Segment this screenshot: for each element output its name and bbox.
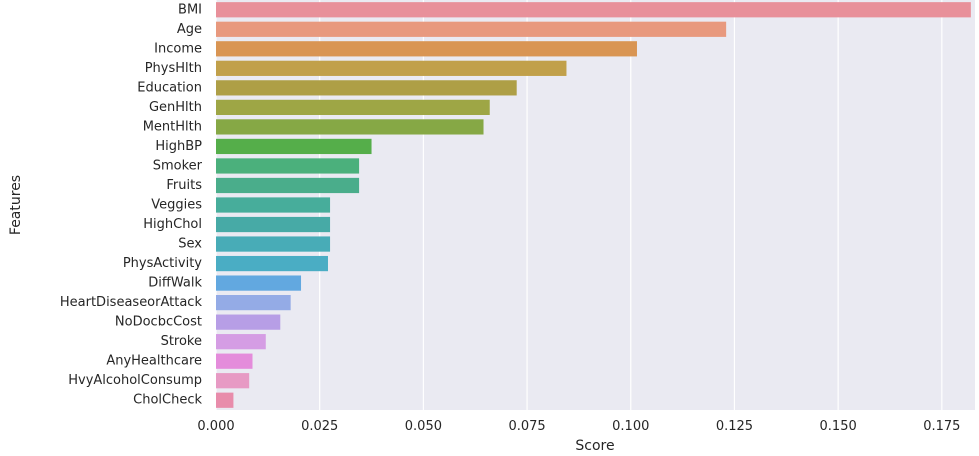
y-tick-label-income: Income xyxy=(154,41,202,56)
y-tick-label-physhlth: PhysHlth xyxy=(145,61,202,76)
bar-highbp xyxy=(216,138,372,155)
y-tick-label-education: Education xyxy=(137,80,202,95)
y-tick-label-sex: Sex xyxy=(178,237,202,252)
bar-diffwalk xyxy=(216,275,302,291)
bar-stroke xyxy=(216,334,266,350)
y-tick-label-veggies: Veggies xyxy=(151,198,202,213)
y-tick-label-anyhealthcare: AnyHealthcare xyxy=(106,354,202,369)
bar-veggies xyxy=(216,197,331,213)
bar-income xyxy=(216,41,637,57)
bar-nodocbccost xyxy=(216,314,281,330)
y-tick-label-highbp: HighBP xyxy=(155,139,202,154)
y-tick-label-physactivity: PhysActivity xyxy=(123,256,202,271)
x-tick-label: 0.050 xyxy=(405,419,442,434)
bar-highchol xyxy=(216,216,331,233)
x-tick-label: 0.075 xyxy=(508,419,545,434)
bar-cholcheck xyxy=(216,392,234,408)
x-tick-label: 0.000 xyxy=(197,419,234,434)
y-tick-label-hvyalcoholconsump: HvyAlcoholConsump xyxy=(68,373,202,388)
y-tick-label-nodocbccost: NoDocbcCost xyxy=(115,315,202,330)
bar-smoker xyxy=(216,158,360,174)
y-axis-title: Features xyxy=(8,175,24,235)
y-tick-label-heartdiseaseorattack: HeartDiseaseorAttack xyxy=(60,295,203,310)
bar-hvyalcoholconsump xyxy=(216,373,250,389)
bar-menthlth xyxy=(216,119,484,135)
x-axis-title: Score xyxy=(575,438,614,454)
y-tick-label-stroke: Stroke xyxy=(161,334,202,349)
bar-age xyxy=(216,21,727,37)
y-tick-label-age: Age xyxy=(177,22,202,37)
y-tick-labels: BMI Age Income PhysHlth Education GenHlth Ment… xyxy=(60,2,203,407)
bar-fruits xyxy=(216,177,360,194)
bar-genhlth xyxy=(216,99,490,115)
x-tick-label: 0.175 xyxy=(923,419,960,434)
y-tick-label-fruits: Fruits xyxy=(166,178,202,193)
y-tick-label-diffwalk: DiffWalk xyxy=(148,276,202,291)
bar-bmi xyxy=(216,2,971,18)
y-tick-label-genhlth: GenHlth xyxy=(149,100,202,115)
x-tick-label: 0.150 xyxy=(820,419,857,434)
bar-heartdiseaseorattack xyxy=(216,295,291,311)
bar-physactivity xyxy=(216,255,328,272)
y-tick-label-bmi: BMI xyxy=(178,2,202,17)
bar-sex xyxy=(216,236,331,252)
y-tick-label-menthlth: MentHlth xyxy=(143,119,202,134)
bar-anyhealthcare xyxy=(216,353,253,369)
x-tick-label: 0.025 xyxy=(301,419,338,434)
y-tick-label-cholcheck: CholCheck xyxy=(133,393,202,408)
y-tick-label-highchol: HighChol xyxy=(143,217,202,232)
bar-education xyxy=(216,80,517,96)
x-tick-label: 0.125 xyxy=(716,419,753,434)
x-tick-label: 0.100 xyxy=(612,419,649,434)
y-tick-label-smoker: Smoker xyxy=(153,158,203,173)
bars xyxy=(216,2,971,408)
bar-physhlth xyxy=(216,60,567,76)
x-tick-labels: 0.000 0.025 0.050 0.075 0.100 0.125 0.150 0.175 xyxy=(197,419,960,434)
